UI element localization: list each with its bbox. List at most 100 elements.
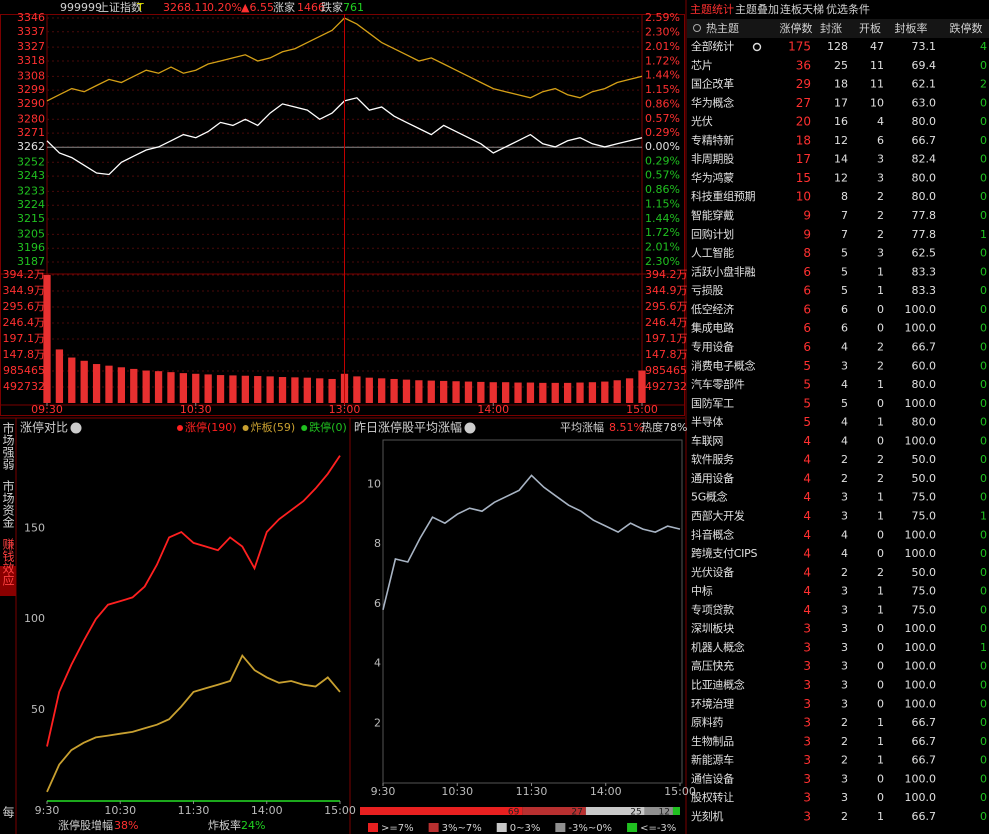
theme-name[interactable]: 低空经济 (691, 302, 734, 316)
theme-name[interactable]: 深圳板块 (691, 621, 734, 635)
cell: 3 (803, 697, 811, 711)
volume-bar (167, 372, 175, 403)
theme-name[interactable]: 消费电子概念 (691, 358, 756, 372)
cell: 69.4 (912, 59, 937, 72)
cell: 0 (980, 754, 987, 767)
y-tick-label: 2.01% (645, 40, 680, 53)
theme-name[interactable]: 跨境支付CIPS (691, 546, 758, 560)
y-tick-label: 3224 (17, 198, 45, 211)
cell: 2 (877, 228, 884, 241)
distribution-segment (585, 807, 645, 815)
column-header[interactable]: 封板率 (895, 21, 928, 35)
theme-name[interactable]: 通用设备 (691, 471, 734, 485)
cell: 1 (877, 265, 884, 278)
theme-name[interactable]: 专精特新 (691, 133, 734, 147)
theme-name[interactable]: 华为概念 (691, 95, 734, 109)
cell: 6 (803, 340, 811, 354)
tab[interactable]: 优选条件 (826, 2, 870, 16)
theme-name[interactable]: 芯片 (691, 58, 713, 72)
theme-name[interactable]: 亏损股 (691, 283, 724, 297)
tab[interactable]: 主题统计 (690, 3, 734, 16)
theme-name[interactable]: 半导体 (691, 415, 724, 429)
cell: 66.7 (912, 735, 937, 748)
side-tab[interactable]: 市场资金 (1, 479, 15, 528)
cell: 100.0 (905, 660, 937, 673)
theme-name[interactable]: 5G概念 (691, 490, 728, 504)
volume-bar (204, 374, 212, 403)
theme-name[interactable]: 非周期股 (691, 153, 734, 166)
theme-name[interactable]: 人工智能 (691, 246, 734, 260)
legend-label[interactable]: 跌停(0) (309, 420, 347, 434)
cell: 5 (841, 265, 848, 278)
legend-label[interactable]: 涨停(190) (185, 420, 237, 434)
theme-name[interactable]: 光伏设备 (691, 565, 734, 579)
side-tab[interactable]: 赚钱效应 (1, 537, 15, 586)
column-header[interactable]: 开板 (859, 21, 881, 35)
y-tick-label: 344.9万 (3, 284, 46, 297)
theme-name[interactable]: 软件服务 (691, 452, 734, 466)
theme-name[interactable]: 回购计划 (691, 227, 734, 241)
theme-name[interactable]: 环境治理 (691, 696, 734, 710)
avg-value: 8.51% (609, 421, 644, 434)
info-icon[interactable] (70, 422, 82, 434)
theme-name[interactable]: 生物制品 (691, 734, 734, 748)
theme-name[interactable]: 全部统计 (691, 39, 734, 53)
tab[interactable]: 连板天梯 (780, 2, 824, 16)
search-icon[interactable] (693, 24, 701, 32)
theme-name[interactable]: 车联网 (691, 433, 724, 447)
cell: 0 (980, 265, 987, 278)
theme-name[interactable]: 专项贷款 (691, 602, 734, 616)
theme-name[interactable]: 华为鸿蒙 (691, 170, 734, 184)
theme-name[interactable]: 西部大开发 (691, 509, 745, 523)
column-header[interactable]: 封涨 (820, 21, 842, 35)
theme-name[interactable]: 中标 (691, 584, 713, 598)
info-icon[interactable] (464, 422, 476, 434)
volume-bar (328, 378, 336, 403)
cell: 175 (788, 40, 811, 54)
legend-label[interactable]: 炸板(59) (251, 420, 296, 434)
theme-name[interactable]: 汽车零部件 (691, 377, 745, 391)
cell: 4 (980, 40, 987, 53)
volume-bar (576, 382, 584, 403)
cell: 100.0 (905, 528, 937, 541)
cell: 1 (877, 716, 884, 729)
theme-name[interactable]: 股权转让 (691, 790, 734, 804)
column-header[interactable]: 涨停数 (780, 21, 813, 35)
theme-name[interactable]: 专用设备 (691, 339, 734, 353)
y-tick-label: 147.8万 (3, 348, 46, 361)
stat-icon (752, 42, 762, 52)
legend-swatch (555, 823, 566, 832)
theme-name[interactable]: 活跃小盘非融 (691, 264, 756, 278)
theme-name[interactable]: 科技重组预期 (691, 189, 756, 203)
theme-name[interactable]: 高压快充 (691, 659, 734, 673)
theme-name[interactable]: 新能源车 (691, 753, 734, 767)
cell: 0 (877, 397, 884, 410)
cell: 5 (841, 284, 848, 297)
theme-name[interactable]: 机器人概念 (691, 640, 745, 654)
theme-name[interactable]: 集成电路 (691, 321, 734, 335)
theme-name[interactable]: 国企改革 (691, 77, 734, 91)
theme-name[interactable]: 通信设备 (691, 771, 734, 785)
theme-name[interactable]: 国防军工 (691, 396, 734, 410)
y-tick-label: 3262 (17, 140, 45, 153)
cell: 3 (803, 678, 811, 692)
theme-name[interactable]: 抖音概念 (691, 527, 734, 541)
side-tab[interactable]: 市场强弱 (1, 421, 15, 471)
theme-name[interactable]: 光伏 (691, 114, 713, 128)
theme-name[interactable]: 光刻机 (691, 809, 724, 823)
theme-name[interactable]: 比亚迪概念 (691, 678, 745, 692)
tab[interactable]: 主题叠加 (735, 3, 779, 16)
volume-bar (526, 382, 535, 403)
cell: 100.0 (905, 697, 937, 710)
cell: 3 (841, 491, 848, 504)
y-tick-label: 3290 (17, 97, 45, 110)
theme-name[interactable]: 智能穿戴 (691, 208, 734, 222)
theme-name[interactable]: 原料药 (691, 715, 724, 729)
price: 3268.11 (163, 1, 209, 14)
x-tick-label: 15:00 (664, 785, 696, 798)
volume-bar (588, 382, 597, 403)
column-header[interactable]: 跌停数 (950, 21, 983, 35)
y-tick-label: 246.4万 (3, 316, 46, 329)
side-tab[interactable]: 每 (1, 805, 15, 819)
